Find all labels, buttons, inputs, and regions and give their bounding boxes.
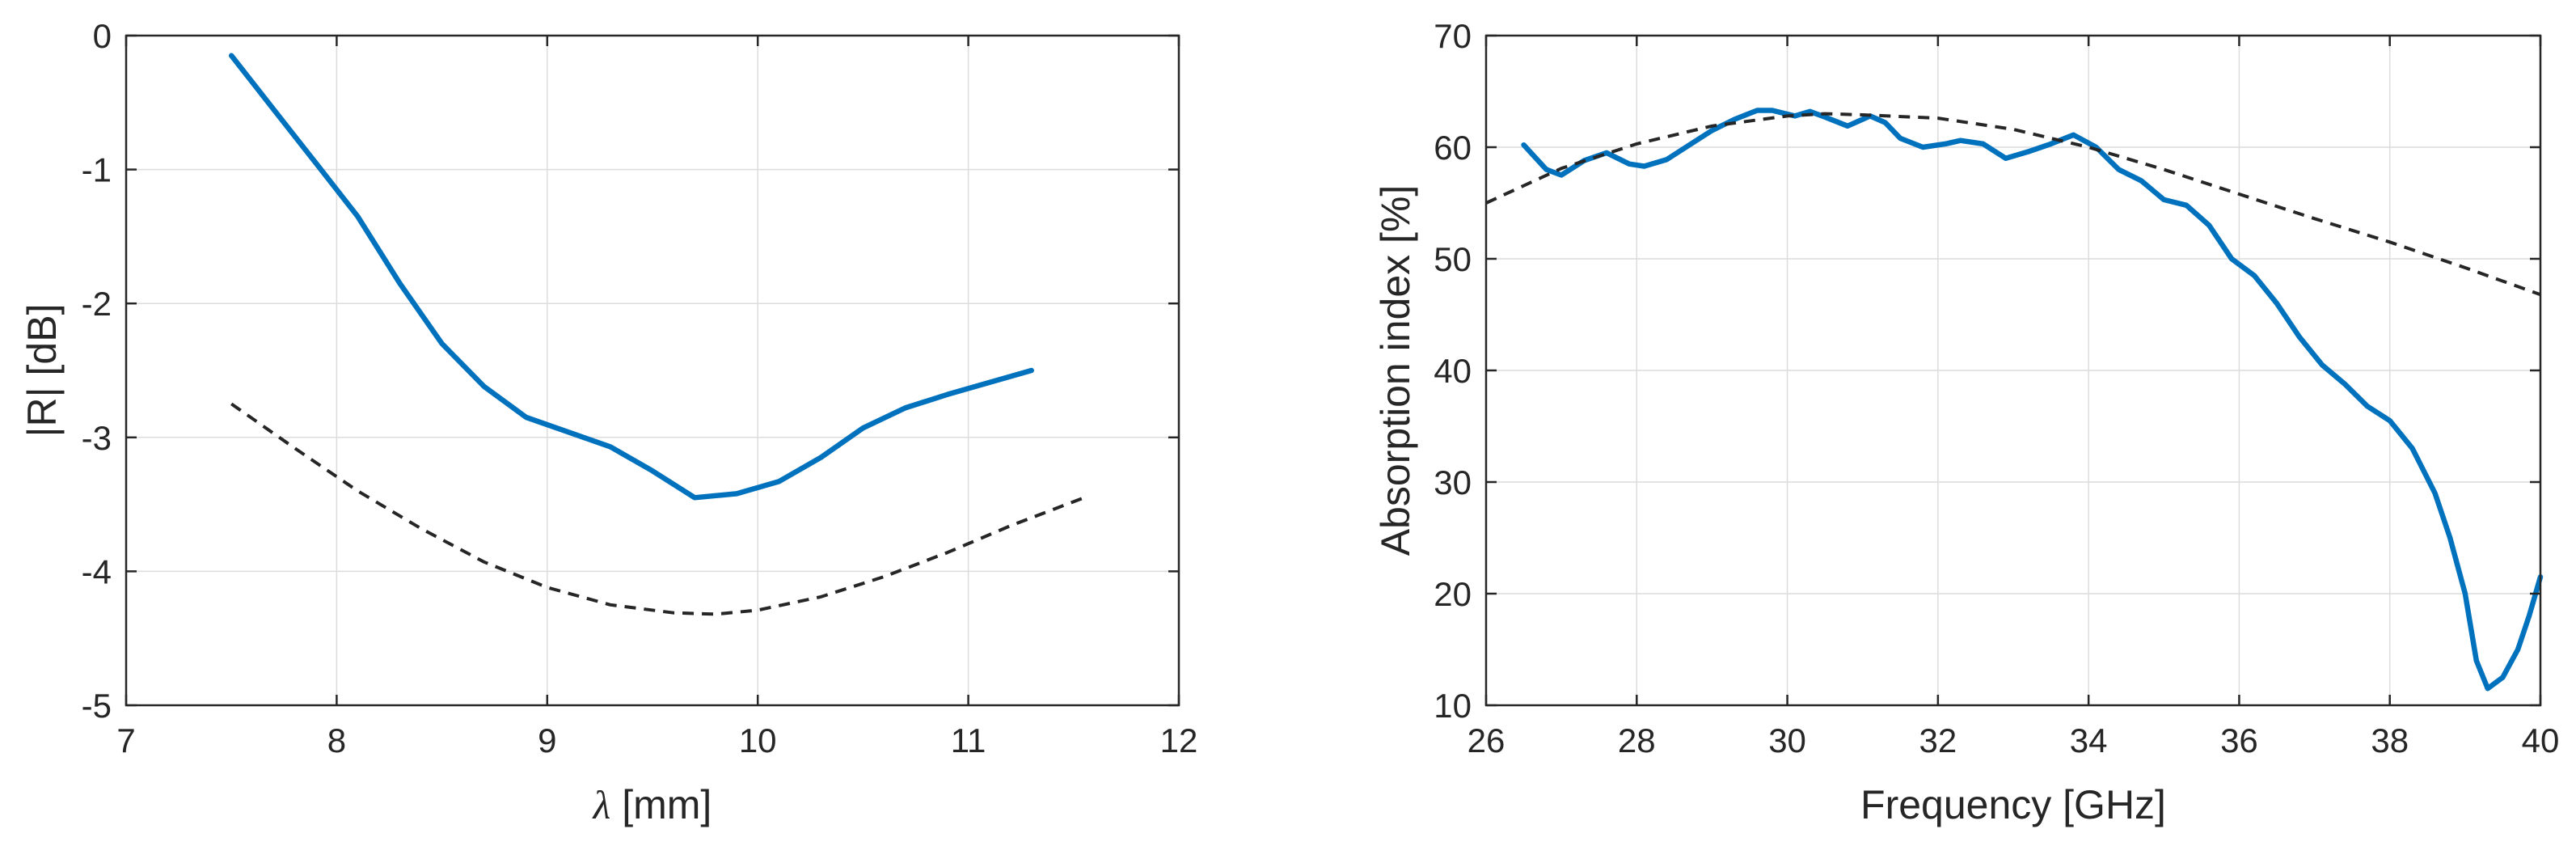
x-tick-label: 32 — [1919, 721, 1957, 759]
reflection-chart: 7 8 9 10 11 12 0 -1 -2 -3 -4 -5 λ [mm] |R| [dB] — [19, 17, 1197, 827]
x-axis-label: λ [mm] — [592, 782, 712, 827]
y-tick-label: -2 — [82, 285, 112, 323]
y-tick-label: -1 — [82, 151, 112, 189]
y-axis-label: |R| [dB] — [19, 304, 65, 438]
y-tick-label: 10 — [1434, 687, 1472, 725]
y-tick-label: 20 — [1434, 575, 1472, 613]
x-tick-label: 34 — [2070, 721, 2108, 759]
y-tick-label: 70 — [1434, 17, 1472, 55]
y-tick-label: 30 — [1434, 463, 1472, 501]
x-tick-label: 28 — [1618, 721, 1656, 759]
x-tick-label: 12 — [1160, 721, 1198, 759]
dashed-series-line — [230, 402, 1085, 616]
x-tick-label: 9 — [538, 721, 556, 759]
x-tick-label: 38 — [2371, 721, 2409, 759]
y-tick-label: 0 — [93, 17, 112, 55]
x-tick-label: 26 — [1467, 721, 1505, 759]
x-tick-label: 10 — [739, 721, 777, 759]
x-axis-label-symbol: λ — [592, 782, 611, 827]
x-tick-label: 11 — [951, 721, 986, 759]
x-axis-label-unit: [mm] — [610, 782, 712, 827]
y-tick-label: 50 — [1434, 240, 1472, 278]
absorption-chart: 26 28 30 32 34 36 38 40 70 60 50 40 30 20 10 Frequency … — [1373, 17, 2559, 827]
y-tick-label: -5 — [82, 687, 112, 725]
y-axis-label: Absorption index [%] — [1373, 185, 1418, 556]
solid-series-line — [228, 53, 1034, 501]
dashed-series-line — [1485, 112, 2541, 297]
solid-series-line — [1521, 108, 2544, 692]
x-tick-label: 40 — [2522, 721, 2560, 759]
x-tick-label: 8 — [327, 721, 346, 759]
x-tick-label: 36 — [2220, 721, 2258, 759]
x-tick-label: 7 — [116, 721, 135, 759]
y-tick-label: -3 — [82, 419, 112, 457]
x-axis-label: Frequency [GHz] — [1860, 782, 2166, 827]
x-tick-label: 30 — [1768, 721, 1806, 759]
y-tick-label: -4 — [82, 552, 112, 590]
plot-frame — [125, 34, 1180, 707]
y-tick-label: 40 — [1434, 352, 1472, 390]
y-tick-label: 60 — [1434, 129, 1472, 167]
